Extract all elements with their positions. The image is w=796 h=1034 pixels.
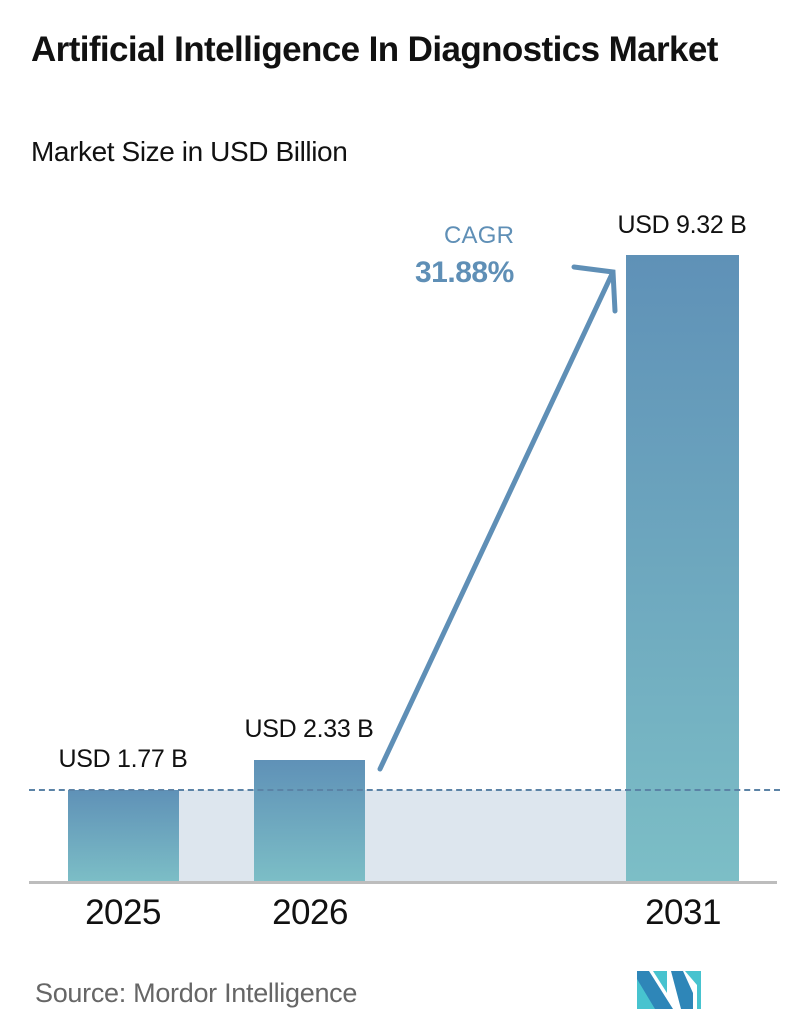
x-tick-2025: 2025 — [85, 893, 161, 932]
x-tick-2031: 2031 — [645, 893, 721, 932]
bar-label-2031: USD 9.32 B — [617, 211, 747, 239]
bar-2025 — [68, 790, 179, 882]
chart-title: Artificial Intelligence In Diagnostics M… — [31, 30, 718, 69]
bar-label-2025: USD 1.77 B — [58, 745, 188, 773]
x-tick-2026: 2026 — [272, 893, 348, 932]
bar-label-2026: USD 2.33 B — [244, 715, 374, 743]
chart-subtitle: Market Size in USD Billion — [31, 136, 348, 167]
cagr-value: 31.88% — [415, 256, 514, 289]
bar-2026 — [254, 760, 365, 882]
mordor-intelligence-logo-icon — [637, 971, 701, 1009]
source-text: Source: Mordor Intelligence — [35, 978, 358, 1008]
cagr-label: CAGR — [444, 222, 515, 249]
bar-2031 — [626, 255, 739, 882]
x-axis-baseline — [29, 881, 777, 884]
reference-dashed-line — [29, 789, 780, 791]
